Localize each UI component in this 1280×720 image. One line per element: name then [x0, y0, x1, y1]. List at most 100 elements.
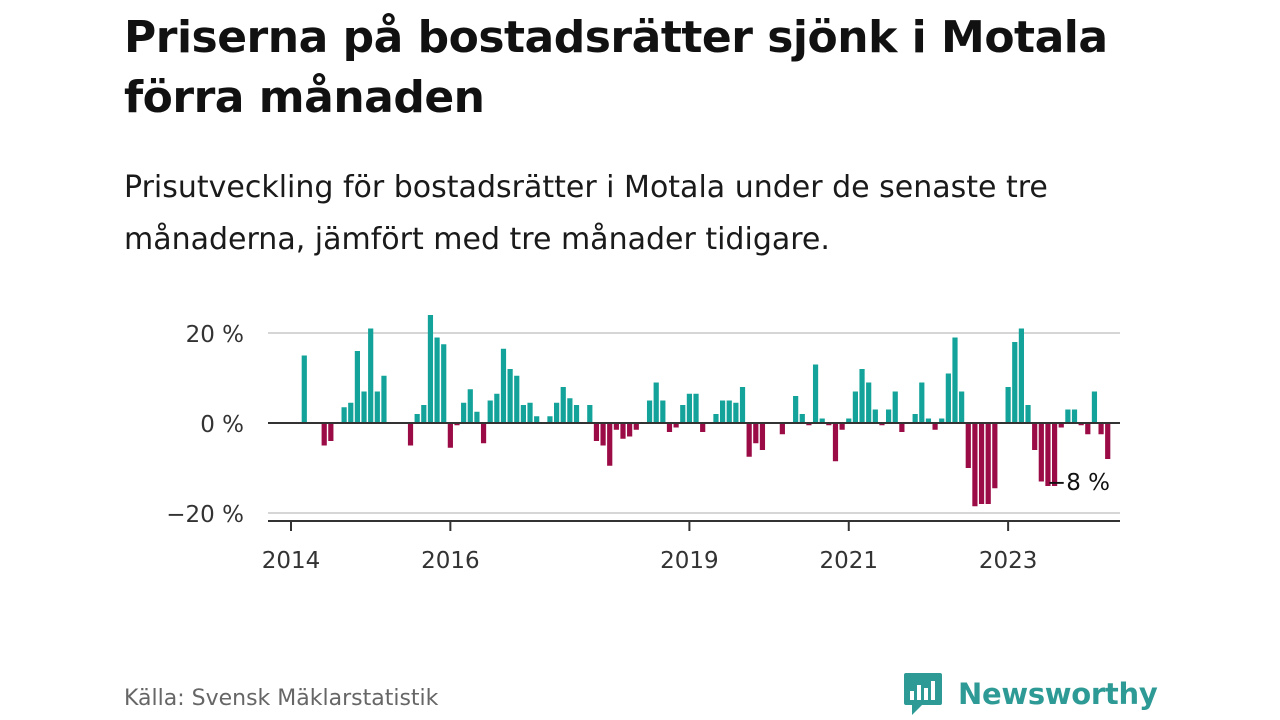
bar [1058, 423, 1064, 428]
bar [474, 411, 480, 423]
bar [826, 423, 832, 426]
bar [348, 402, 354, 423]
bar [1085, 423, 1091, 435]
x-tick-label: 2019 [660, 548, 719, 574]
bar [666, 423, 673, 432]
bar [520, 405, 526, 423]
bar [301, 355, 307, 423]
bar [1098, 423, 1104, 435]
chart-subtitle: Prisutveckling för bostadsrätter i Motal… [124, 170, 1048, 257]
y-tick-label: 20 % [186, 322, 244, 348]
bar [421, 405, 427, 423]
bar [713, 414, 719, 423]
gridlines [268, 332, 1120, 514]
bar [567, 398, 573, 423]
bar [534, 416, 540, 423]
bar [812, 364, 819, 423]
bar [633, 423, 639, 430]
axes [268, 422, 1120, 531]
bar [587, 405, 593, 423]
bar [726, 400, 732, 423]
bar [627, 423, 633, 437]
bar [879, 423, 885, 426]
bar [341, 407, 347, 423]
y-tick-label: −20 % [166, 502, 244, 528]
x-tick-label: 2023 [979, 548, 1038, 574]
bar [925, 418, 932, 423]
bar [746, 423, 752, 457]
bar [354, 351, 360, 423]
bar [507, 369, 513, 423]
bar [368, 328, 374, 423]
bar [1105, 423, 1111, 459]
bar [1038, 423, 1044, 482]
chart-title: Priserna på bostadsrätter sjönk i Motala… [124, 12, 1108, 123]
bar [945, 373, 951, 423]
bar [500, 348, 507, 423]
bar [620, 423, 626, 439]
bar [965, 423, 971, 468]
bar [992, 423, 998, 489]
bar [912, 414, 918, 423]
bar [932, 423, 938, 430]
bar [441, 344, 447, 423]
bar [700, 423, 706, 432]
brand-logo[interactable]: Newsworthy [902, 670, 1158, 718]
bar [414, 414, 420, 423]
x-tick-label: 2021 [819, 548, 878, 574]
bar [680, 405, 686, 423]
bar [720, 400, 726, 423]
bar [527, 402, 533, 423]
brand-name: Newsworthy [958, 677, 1158, 711]
bar [427, 315, 434, 423]
bar [819, 418, 825, 423]
bar [978, 423, 985, 504]
bar [886, 409, 892, 423]
bar [447, 423, 453, 448]
bar [866, 382, 872, 423]
labels: 20 % 0 % −20 % 2014 2016 2019 2021 2023 −8 % [166, 322, 1110, 574]
last-value-label: −8 % [1047, 470, 1110, 496]
bar [1032, 423, 1038, 450]
bar [985, 423, 991, 504]
bar [434, 337, 440, 423]
bar [793, 396, 799, 423]
bar [494, 393, 500, 423]
bar [1005, 387, 1011, 423]
bar [806, 423, 812, 426]
bar [1012, 342, 1018, 423]
bar [454, 423, 460, 426]
newsworthy-logo-icon [904, 673, 942, 715]
bar [739, 387, 746, 423]
bar [480, 423, 487, 444]
x-tick-label: 2014 [262, 548, 321, 574]
bars [301, 315, 1111, 507]
bar [939, 418, 945, 423]
bar [846, 418, 852, 423]
bar [799, 414, 805, 423]
bar [1018, 328, 1024, 423]
bar [872, 409, 878, 423]
bar [972, 423, 978, 507]
bar [487, 400, 493, 423]
bar [1091, 391, 1098, 423]
bar [461, 402, 467, 423]
y-tick-label: 0 % [200, 412, 244, 438]
bar [753, 423, 759, 444]
bar [852, 391, 858, 423]
bar [733, 402, 739, 423]
bar [607, 423, 613, 466]
bar [686, 393, 692, 423]
bar [839, 423, 845, 430]
bar [374, 391, 380, 423]
bar [1065, 409, 1071, 423]
source-note: Källa: Svensk Mäklarstatistik [124, 686, 439, 711]
bar [593, 423, 600, 441]
bar [859, 369, 865, 423]
bar [467, 389, 473, 423]
bar [1078, 423, 1084, 426]
bar [321, 423, 327, 446]
bar [1071, 409, 1078, 423]
bar [779, 423, 785, 435]
bar [361, 391, 367, 423]
